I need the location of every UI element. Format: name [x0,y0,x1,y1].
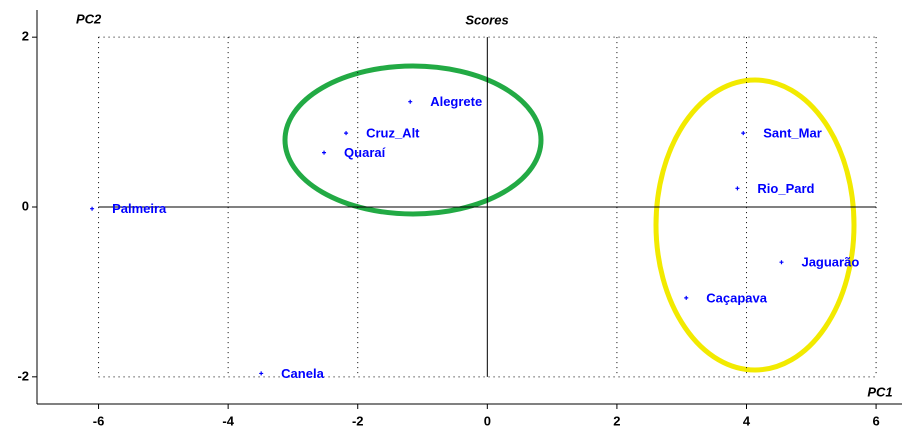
y-axis-label: PC2 [76,11,102,26]
x-tick-label: 0 [484,413,491,428]
y-tick-label: -2 [17,368,29,383]
point [684,295,689,300]
green-cluster [282,63,544,217]
point [90,206,95,211]
yellow-cluster [653,77,857,373]
point-label: Quaraí [344,145,386,160]
point-label: Rio_Pard [757,181,814,196]
x-tick-label: 2 [613,413,620,428]
chart-title: Scores [465,12,508,27]
x-tick-label: -2 [352,413,364,428]
point [735,186,740,191]
point [259,371,264,376]
x-axis-label: PC1 [867,384,892,399]
point-label: Cruz_Alt [366,126,420,141]
x-tick-label: 4 [743,413,751,428]
point [344,131,349,136]
point-label: Sant_Mar [763,126,822,141]
x-tick-label: 6 [872,413,879,428]
x-tick-label: -4 [222,413,234,428]
point-label: Canela [281,366,324,381]
point-label: Alegrete [430,94,482,109]
y-tick-label: 0 [22,198,29,213]
point [322,150,327,155]
point [779,260,784,265]
point-label: Jaguarão [801,255,859,270]
point-label: Caçapava [706,290,767,305]
point [408,99,413,104]
x-tick-label: -6 [93,413,105,428]
point [741,131,746,136]
y-tick-label: 2 [22,29,29,44]
point-label: Palmeira [112,201,167,216]
